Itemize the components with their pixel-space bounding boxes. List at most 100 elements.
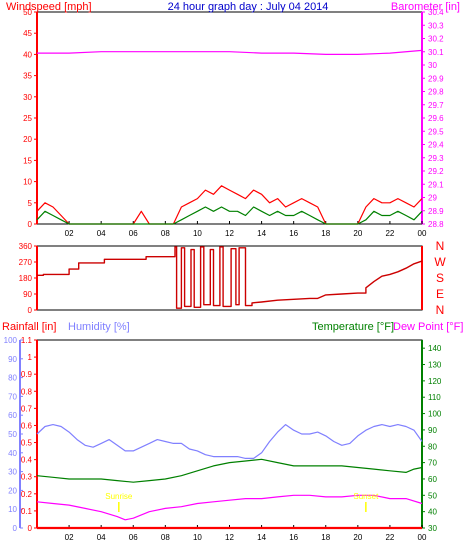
temp-x-tick-label: 06 (129, 533, 138, 542)
temp-x-tick-label: 12 (225, 533, 234, 542)
temp-x-tick-label: 18 (321, 533, 330, 542)
temperature-tick-label: 90 (428, 426, 437, 435)
wind-tick-label: 35 (23, 72, 32, 81)
wind-x-tick-label: 16 (289, 229, 298, 238)
humidity-tick-label: 50 (8, 430, 17, 439)
barometer-tick-label: 29.7 (428, 101, 444, 110)
rainfall-tick-label: 0.2 (21, 490, 33, 499)
humidity-tick-label: 40 (8, 449, 17, 458)
temp-x-ticks: 02 04 06 08 10 12 14 16 18 20 22 00 (65, 525, 427, 542)
temp-x-tick-label: 00 (418, 533, 427, 542)
humidity-tick-label: 80 (8, 374, 17, 383)
compass-label: E (436, 287, 444, 301)
sunrise-label: Sunrise (105, 492, 133, 501)
wind-x-tick-label: 02 (65, 229, 74, 238)
barometer-tick-label: 29.6 (428, 114, 444, 123)
temperature-tick-label: 70 (428, 459, 437, 468)
rainfall-tick-label: 0.8 (21, 387, 33, 396)
wind-x-tick-label: 20 (353, 229, 362, 238)
compass-label: N (436, 303, 445, 317)
humidity-axis-label: Humidity [%] (68, 321, 130, 333)
direction-degree-tick-label: 360 (19, 242, 33, 251)
barometer-tick-label: 29.2 (428, 167, 444, 176)
rainfall-ticks: 0 0.1 0.2 0.3 0.4 0.5 0.6 0.7 0.8 0.9 1 1.1 (21, 336, 37, 533)
temperature-tick-label: 80 (428, 442, 437, 451)
barometer-tick-label: 28.8 (428, 220, 444, 229)
compass-label: S (436, 271, 444, 285)
temp-x-tick-label: 10 (193, 533, 202, 542)
barometer-tick-label: 30 (428, 61, 437, 70)
temp-x-tick-label: 04 (97, 533, 106, 542)
rainfall-tick-label: 0.9 (21, 370, 33, 379)
barometer-tick-label: 29.3 (428, 154, 444, 163)
wind-x-ticks: 02 04 06 08 10 12 14 16 18 20 22 00 (65, 221, 427, 238)
compass-label: N (436, 239, 445, 253)
humidity-tick-label: 0 (13, 524, 18, 533)
barometer-tick-label: 29.4 (428, 141, 444, 150)
temp-series (36, 424, 423, 530)
wind-tick-label: 30 (23, 93, 32, 102)
direction-degree-tick-label: 0 (28, 306, 33, 315)
temperature-tick-label: 120 (428, 377, 442, 386)
wind-barometer-panel: Windspeed [mph] 24 hour graph day : July… (6, 1, 460, 238)
wind-x-tick-label: 08 (161, 229, 170, 238)
rainfall-tick-label: 0.3 (21, 473, 33, 482)
dew-point-axis-label: Dew Point [°F] (393, 321, 463, 333)
sun-markers: Sunrise Sunset (105, 492, 379, 512)
wind-x-tick-label: 10 (193, 229, 202, 238)
series-windspeed (36, 185, 423, 225)
wind-x-tick-label: 14 (257, 229, 266, 238)
wind-x-tick-label: 00 (418, 229, 427, 238)
wind-tick-label: 25 (23, 114, 32, 123)
rainfall-tick-label: 1 (28, 353, 33, 362)
temp-x-tick-label: 16 (289, 533, 298, 542)
rainfall-tick-label: 1.1 (21, 336, 33, 345)
barometer-tick-label: 30.2 (428, 35, 444, 44)
temperature-tick-label: 100 (428, 410, 442, 419)
rainfall-tick-label: 0.1 (21, 507, 33, 516)
humidity-tick-label: 90 (8, 355, 17, 364)
humidity-ticks: 0 10 20 30 40 50 60 70 80 90 100 (4, 336, 23, 533)
rainfall-tick-label: 0.6 (21, 421, 33, 430)
barometer-axis-label: Barometer [in] (391, 1, 460, 13)
humidity-tick-label: 60 (8, 411, 17, 420)
barometer-tick-label: 29.5 (428, 127, 444, 136)
chart-title: 24 hour graph day : July 04 2014 (168, 1, 329, 13)
temp-x-tick-label: 14 (257, 533, 266, 542)
wind-plot-frame (36, 11, 423, 225)
temp-x-tick-label: 20 (353, 533, 362, 542)
wind-x-tick-label: 06 (129, 229, 138, 238)
rain-humidity-temperature-panel: Rainfall [in] Humidity [%] Temperature [… (2, 321, 463, 542)
wind-tick-label: 15 (23, 156, 32, 165)
wind-x-tick-label: 18 (321, 229, 330, 238)
wind-tick-label: 0 (28, 220, 33, 229)
series-wind-gust (36, 206, 423, 225)
humidity-tick-label: 20 (8, 486, 17, 495)
temperature-axis-label: Temperature [°F] (312, 321, 394, 333)
rainfall-tick-label: 0 (28, 524, 33, 533)
temperature-tick-label: 30 (428, 524, 437, 533)
rainfall-tick-label: 0.4 (21, 456, 33, 465)
wind-tick-label: 50 (23, 8, 32, 17)
temperature-ticks: 30 40 50 60 70 80 90 100 110 120 130 140 (422, 344, 442, 533)
humidity-tick-label: 100 (4, 336, 18, 345)
direction-plot-frame (36, 245, 423, 311)
wind-tick-label: 40 (23, 50, 32, 59)
series-barometer (37, 49, 423, 56)
wind-tick-label: 5 (28, 199, 33, 208)
temperature-tick-label: 130 (428, 361, 442, 370)
humidity-tick-label: 30 (8, 468, 17, 477)
barometer-tick-label: 29.9 (428, 74, 444, 83)
barometer-tick-label: 30.4 (428, 8, 444, 17)
humidity-tick-label: 10 (8, 505, 17, 514)
series-dew-point (36, 494, 423, 521)
wind-x-tick-label: 12 (225, 229, 234, 238)
barometer-tick-label: 29 (428, 194, 437, 203)
direction-degree-tick-label: 180 (19, 274, 33, 283)
direction-degree-tick-label: 270 (19, 258, 33, 267)
direction-series (37, 246, 423, 309)
barometer-y-ticks: 28.8 28.9 29 29.1 29.2 29.3 29.4 29.5 29.6 29.7 29… (422, 8, 444, 229)
